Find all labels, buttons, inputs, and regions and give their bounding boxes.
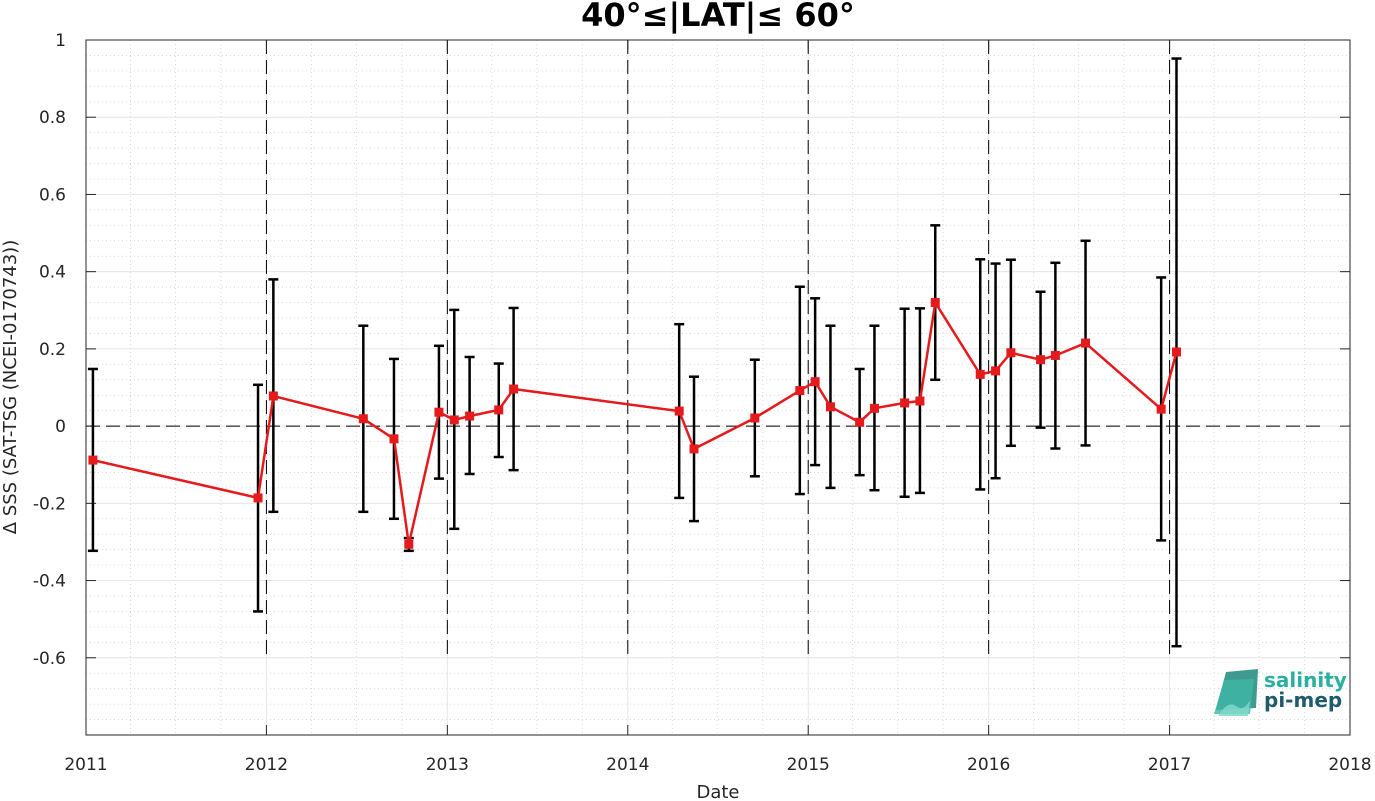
data-point-marker <box>915 396 925 406</box>
chart-title: 40°≤|LAT|≤ 60° <box>581 0 855 35</box>
data-point-marker <box>810 377 820 387</box>
y-tick-label: 0.6 <box>39 185 66 205</box>
data-point-marker <box>689 444 699 454</box>
data-point-marker <box>869 403 879 413</box>
y-tick-label: 0 <box>55 417 66 437</box>
plot-background <box>86 40 1350 735</box>
data-point-marker <box>1036 355 1046 365</box>
wave-icon <box>1214 669 1258 716</box>
data-point-marker <box>1050 350 1060 360</box>
data-point-marker <box>1006 348 1016 358</box>
data-point-marker <box>975 369 985 379</box>
data-point-marker <box>253 493 263 503</box>
data-point-marker <box>494 405 504 415</box>
data-point-marker <box>855 417 865 427</box>
data-point-marker <box>674 406 684 416</box>
data-point-marker <box>825 402 835 412</box>
data-point-marker <box>434 407 444 417</box>
y-axis-title: Δ SSS (SAT-TSG (NCEI-0170743)) <box>0 240 21 534</box>
x-tick-label: 2017 <box>1148 755 1191 775</box>
data-point-marker <box>509 384 519 394</box>
plot-area: 1 0.8 0.6 0.4 0.2 0 -0.2 -0.4 -0.6 2011 2012 2013 20… <box>33 31 1372 775</box>
y-tick-label: 1 <box>55 31 66 51</box>
x-tick-label: 2011 <box>64 755 107 775</box>
salinity-pi-mep-logo: salinity pi-mep <box>1214 668 1347 716</box>
x-tick-label: 2016 <box>967 755 1010 775</box>
data-point-marker <box>930 298 940 308</box>
x-tick-label: 2013 <box>426 755 469 775</box>
data-point-marker <box>88 455 98 465</box>
logo-text-salinity: salinity <box>1264 668 1347 692</box>
y-tick-label: -0.4 <box>33 572 66 592</box>
data-point-marker <box>991 366 1001 376</box>
y-tick-label: 0.8 <box>39 108 66 128</box>
x-tick-label: 2015 <box>787 755 830 775</box>
data-point-marker <box>404 539 414 549</box>
data-point-marker <box>1171 347 1181 357</box>
x-axis-title: Date <box>696 782 739 801</box>
data-point-marker <box>389 434 399 444</box>
y-tick-label: 0.2 <box>39 340 66 360</box>
data-point-marker <box>449 415 459 425</box>
logo-text-pi-mep: pi-mep <box>1264 688 1342 712</box>
axes-box <box>85 39 1351 736</box>
data-point-marker <box>795 386 805 396</box>
x-tick-label: 2014 <box>606 755 649 775</box>
data-point-marker <box>1156 404 1166 414</box>
data-point-marker <box>465 411 475 421</box>
data-point-marker <box>900 398 910 408</box>
x-tick-label: 2012 <box>245 755 288 775</box>
y-tick-label: -0.6 <box>33 649 66 669</box>
series-line <box>92 299 1178 545</box>
y-tick-label: 0.4 <box>39 263 66 283</box>
data-point-marker <box>1081 338 1091 348</box>
y-tick-label: -0.2 <box>33 494 66 514</box>
data-point-marker <box>750 413 760 423</box>
data-point-marker <box>268 391 278 401</box>
x-tick-label: 2018 <box>1328 755 1371 775</box>
data-point-marker <box>358 414 368 424</box>
